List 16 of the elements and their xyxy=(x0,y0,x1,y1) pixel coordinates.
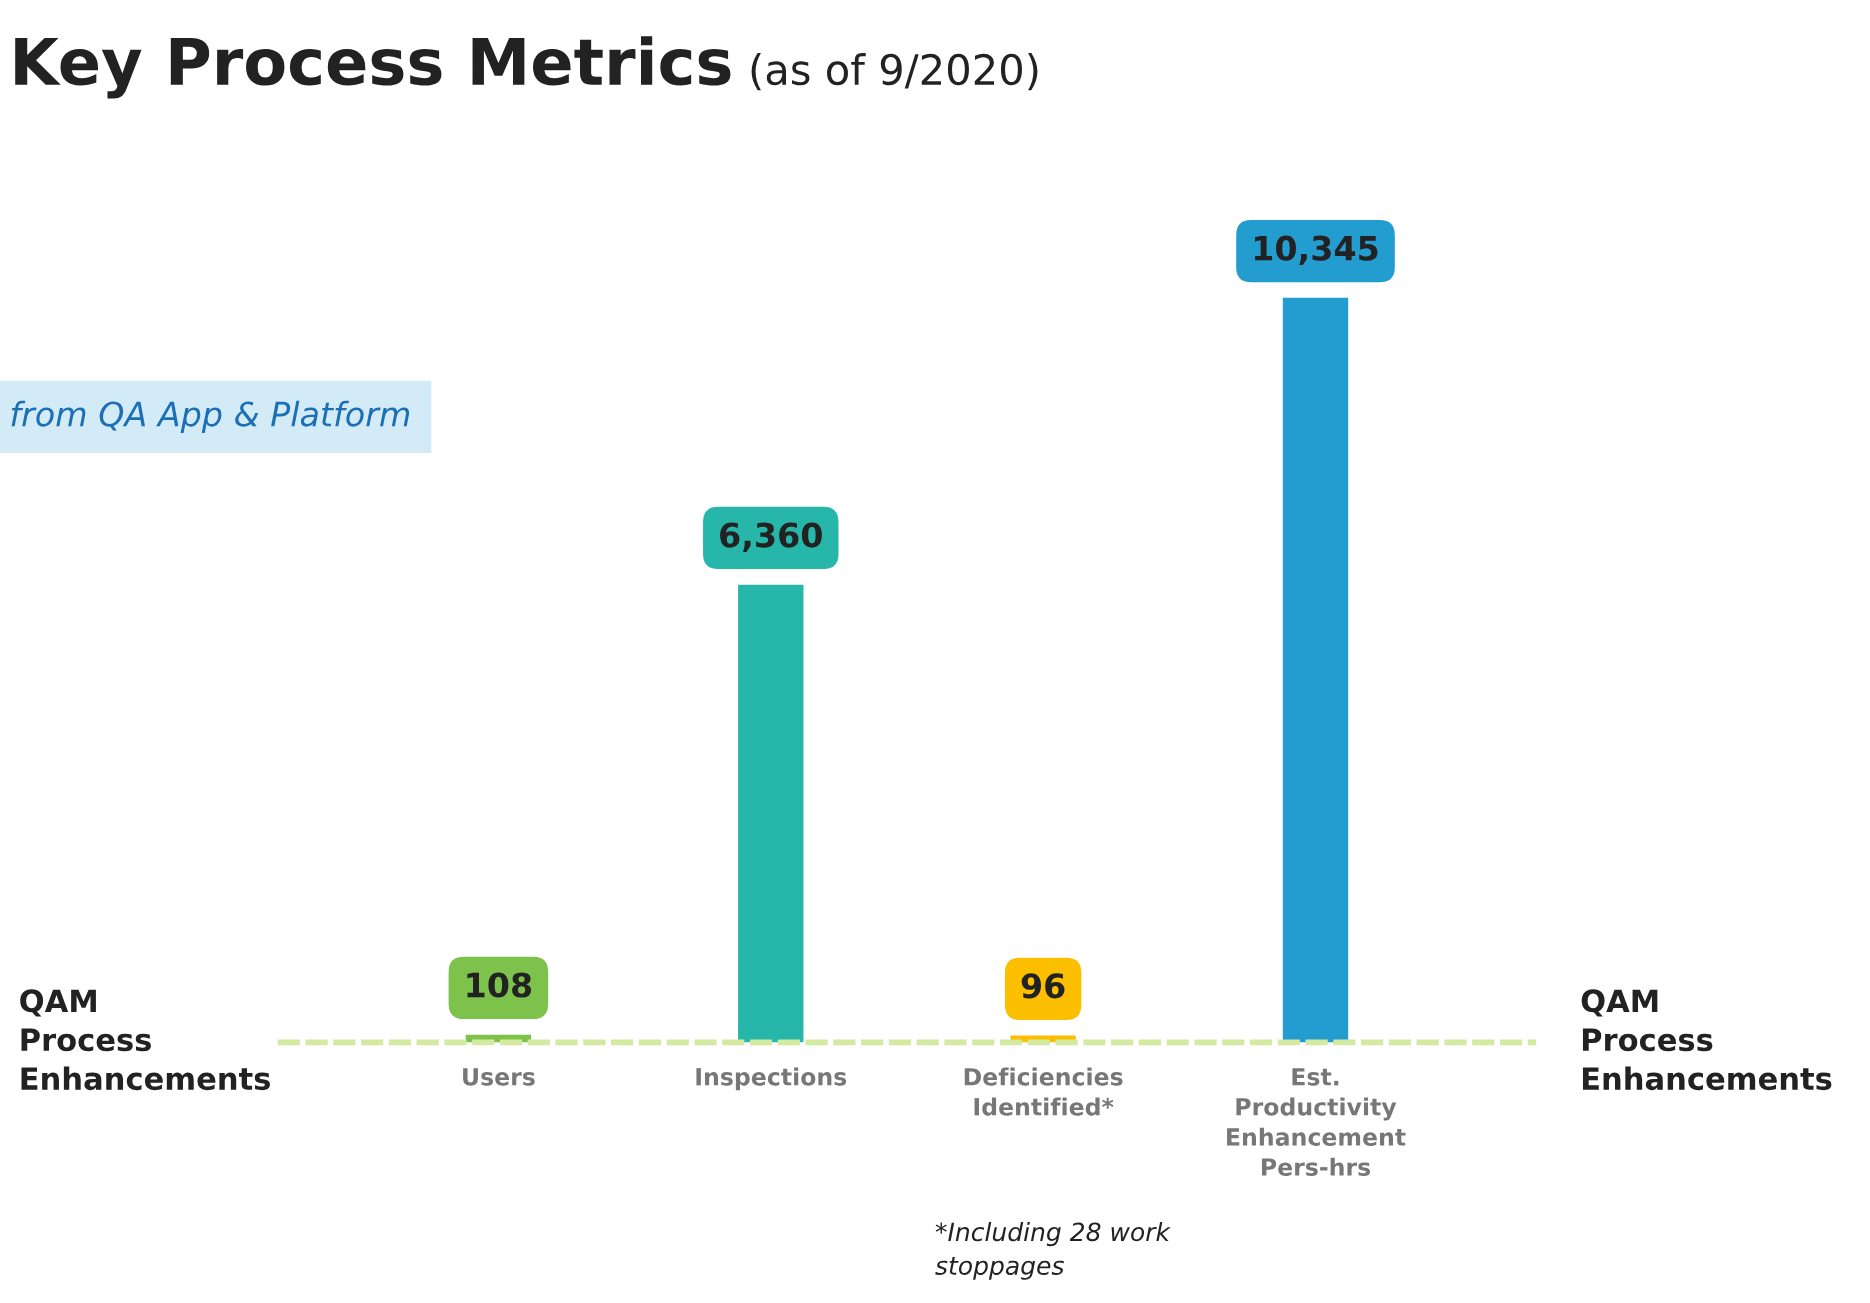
annotation: from QA App & Platform xyxy=(11,400,410,434)
text: QAM Process Enhancements xyxy=(20,989,270,1091)
bar xyxy=(738,584,804,1043)
text: *Including 28 work stoppages xyxy=(935,1221,1171,1280)
data-label: 6,360 xyxy=(720,522,822,552)
bar xyxy=(1282,297,1349,1043)
x-tick-label: Inspections xyxy=(696,1067,847,1091)
chart-title: Key Process Metrics xyxy=(15,36,731,99)
x-tick-label: Est. Productivity Enhancement Pers-hrs xyxy=(1227,1068,1406,1176)
x-tick-label: Users xyxy=(463,1068,535,1086)
chart-subtitle: (as of 9/2020) xyxy=(751,53,1038,91)
data-label: 10,345 xyxy=(1254,235,1378,266)
text: QAM Process Enhancements xyxy=(1581,989,1832,1091)
x-tick-label: Deficiencies Identified* xyxy=(964,1067,1123,1116)
data-label: 108 xyxy=(467,972,532,998)
data-label: 96 xyxy=(1021,973,1065,999)
